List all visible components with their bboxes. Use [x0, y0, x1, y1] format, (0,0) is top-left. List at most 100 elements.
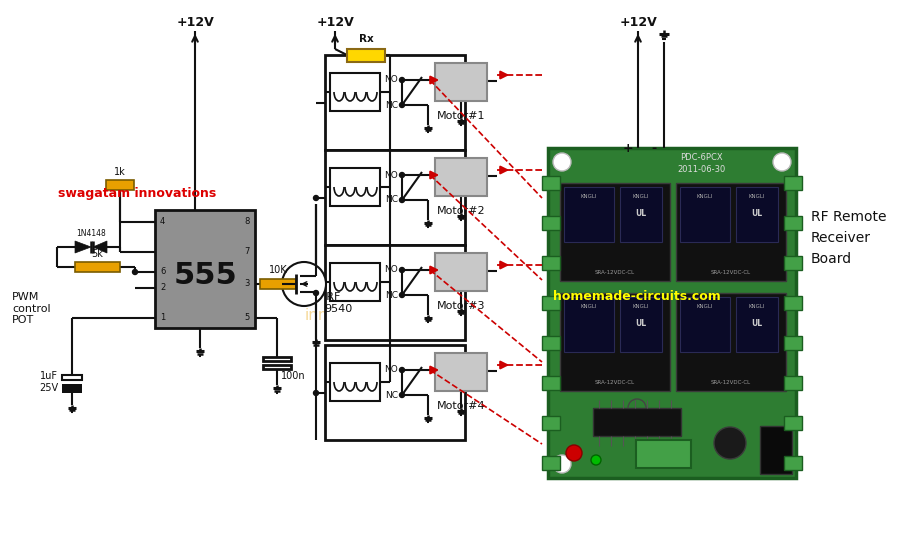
Bar [736, 187, 778, 242]
Bar [784, 416, 802, 430]
Text: +12V: +12V [620, 16, 656, 29]
Bar [330, 168, 380, 206]
Text: Motor#2: Motor#2 [437, 206, 485, 216]
Text: 5: 5 [244, 313, 250, 323]
Text: KNGLI: KNGLI [632, 194, 649, 199]
Text: 2011-06-30: 2011-06-30 [678, 165, 726, 175]
Text: 2: 2 [160, 283, 165, 293]
Circle shape [313, 290, 318, 295]
Text: NO: NO [384, 265, 398, 275]
Bar [325, 150, 465, 245]
Text: SRA-12VDC-CL: SRA-12VDC-CL [711, 380, 751, 386]
Circle shape [399, 368, 405, 373]
Bar [784, 376, 802, 390]
Bar [620, 297, 662, 352]
Text: 6: 6 [160, 268, 165, 276]
Text: innovations: innovations [305, 307, 394, 323]
Circle shape [714, 427, 746, 459]
Text: NC: NC [385, 101, 398, 109]
Polygon shape [75, 241, 91, 253]
Text: Motor#3: Motor#3 [437, 301, 485, 311]
Bar [260, 279, 296, 289]
Bar [784, 296, 802, 310]
Text: KNGLI: KNGLI [749, 304, 765, 309]
Bar [330, 363, 380, 401]
Bar [435, 253, 487, 291]
Bar [542, 336, 560, 350]
Bar [736, 297, 778, 352]
Bar [62, 384, 82, 393]
Text: UL: UL [635, 208, 646, 218]
Bar [542, 376, 560, 390]
Bar [676, 183, 786, 281]
Text: 5k: 5k [91, 249, 103, 259]
Circle shape [399, 293, 405, 298]
Text: UL: UL [751, 318, 762, 327]
Bar [784, 256, 802, 270]
Text: swagatam innovations: swagatam innovations [58, 187, 217, 200]
Text: SRA-12VDC-CL: SRA-12VDC-CL [711, 270, 751, 275]
Text: 10K: 10K [268, 265, 288, 275]
Bar [330, 73, 380, 111]
Text: SRA-12VDC-CL: SRA-12VDC-CL [595, 380, 635, 386]
Circle shape [399, 102, 405, 108]
Text: KNGLI: KNGLI [581, 304, 597, 309]
Text: 7: 7 [244, 248, 250, 257]
Text: UL: UL [635, 318, 646, 327]
Text: 1uF
25V: 1uF 25V [39, 371, 58, 393]
Text: swaga: swaga [165, 308, 209, 322]
Bar [784, 456, 802, 470]
Text: KNGLI: KNGLI [581, 194, 597, 199]
Polygon shape [93, 241, 107, 253]
Circle shape [553, 455, 571, 473]
Text: 100n: 100n [281, 371, 305, 381]
Circle shape [399, 268, 405, 273]
Bar [548, 148, 796, 478]
Text: Motor#4: Motor#4 [437, 401, 485, 411]
Bar [676, 293, 786, 391]
Bar [542, 296, 560, 310]
Bar [435, 353, 487, 391]
Text: NC: NC [385, 195, 398, 205]
Bar [263, 357, 291, 361]
Bar [784, 336, 802, 350]
Text: PDC-6PCX: PDC-6PCX [680, 153, 723, 163]
Circle shape [773, 455, 791, 473]
Text: UL: UL [751, 208, 762, 218]
Bar [680, 187, 730, 242]
Bar [542, 416, 560, 430]
Text: 8: 8 [244, 218, 250, 226]
Circle shape [773, 153, 791, 171]
Bar [106, 180, 134, 190]
Text: KNGLI: KNGLI [697, 194, 714, 199]
Bar [325, 245, 465, 340]
Text: 1k: 1k [114, 167, 126, 177]
Text: +12V: +12V [316, 16, 354, 29]
Text: 3: 3 [244, 280, 250, 288]
Bar [680, 297, 730, 352]
Text: -: - [652, 142, 656, 155]
Bar [325, 345, 465, 440]
Text: KNGLI: KNGLI [632, 304, 649, 309]
Bar [760, 426, 792, 474]
Text: NO: NO [384, 170, 398, 180]
Text: +: + [622, 142, 633, 155]
Circle shape [133, 269, 137, 275]
Bar [564, 297, 614, 352]
Bar [620, 187, 662, 242]
Text: +12V: +12V [176, 16, 214, 29]
Bar [435, 63, 487, 101]
Circle shape [399, 77, 405, 83]
Bar [564, 187, 614, 242]
Text: RF Remote
Receiver
Board: RF Remote Receiver Board [811, 211, 886, 265]
Text: homemade-circuits.com: homemade-circuits.com [553, 289, 721, 302]
Circle shape [313, 195, 318, 201]
Text: IRF
9540: IRF 9540 [324, 292, 352, 313]
Text: KNGLI: KNGLI [697, 304, 714, 309]
Bar [636, 440, 691, 468]
Bar [325, 55, 465, 150]
Bar [62, 375, 82, 380]
Circle shape [399, 197, 405, 202]
Bar [347, 49, 385, 62]
Circle shape [399, 393, 405, 398]
